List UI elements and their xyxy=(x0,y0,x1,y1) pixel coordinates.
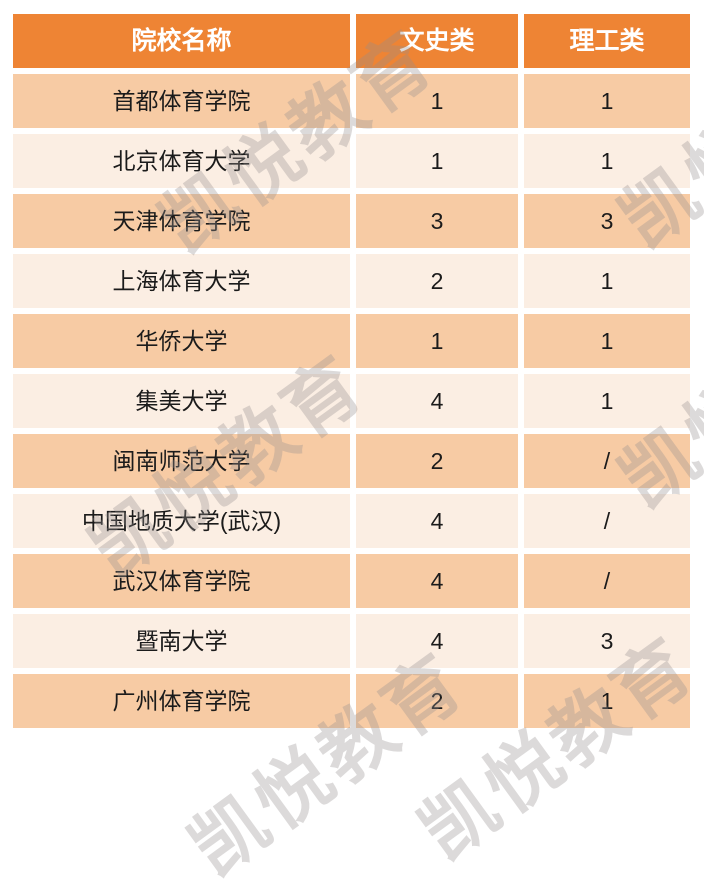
cell-science-engineering-count: 3 xyxy=(524,194,690,248)
cell-institution: 天津体育学院 xyxy=(13,194,350,248)
cell-liberal-arts-count: 4 xyxy=(356,374,518,428)
cell-science-engineering-count: 1 xyxy=(524,374,690,428)
cell-liberal-arts-count: 1 xyxy=(356,74,518,128)
cell-institution: 暨南大学 xyxy=(13,614,350,668)
admissions-table: 院校名称 文史类 理工类 首都体育学院 1 1 北京体育大学 1 1 天津体育学… xyxy=(13,14,690,728)
column-header-science-engineering: 理工类 xyxy=(524,14,690,68)
cell-science-engineering-count: 1 xyxy=(524,674,690,728)
cell-liberal-arts-count: 4 xyxy=(356,554,518,608)
cell-institution: 广州体育学院 xyxy=(13,674,350,728)
cell-science-engineering-count: 3 xyxy=(524,614,690,668)
cell-liberal-arts-count: 3 xyxy=(356,194,518,248)
cell-institution: 闽南师范大学 xyxy=(13,434,350,488)
cell-liberal-arts-count: 1 xyxy=(356,314,518,368)
cell-science-engineering-count: 1 xyxy=(524,134,690,188)
cell-science-engineering-count: 1 xyxy=(524,254,690,308)
cell-science-engineering-count: 1 xyxy=(524,74,690,128)
cell-liberal-arts-count: 2 xyxy=(356,674,518,728)
cell-liberal-arts-count: 2 xyxy=(356,434,518,488)
cell-liberal-arts-count: 2 xyxy=(356,254,518,308)
cell-institution: 武汉体育学院 xyxy=(13,554,350,608)
cell-institution: 北京体育大学 xyxy=(13,134,350,188)
cell-institution: 集美大学 xyxy=(13,374,350,428)
cell-science-engineering-count: / xyxy=(524,554,690,608)
cell-institution: 中国地质大学(武汉) xyxy=(13,494,350,548)
column-header-institution: 院校名称 xyxy=(13,14,350,68)
cell-institution: 上海体育大学 xyxy=(13,254,350,308)
cell-science-engineering-count: 1 xyxy=(524,314,690,368)
column-header-liberal-arts: 文史类 xyxy=(356,14,518,68)
cell-liberal-arts-count: 1 xyxy=(356,134,518,188)
cell-liberal-arts-count: 4 xyxy=(356,494,518,548)
cell-liberal-arts-count: 4 xyxy=(356,614,518,668)
cell-institution: 华侨大学 xyxy=(13,314,350,368)
cell-science-engineering-count: / xyxy=(524,494,690,548)
cell-science-engineering-count: / xyxy=(524,434,690,488)
cell-institution: 首都体育学院 xyxy=(13,74,350,128)
